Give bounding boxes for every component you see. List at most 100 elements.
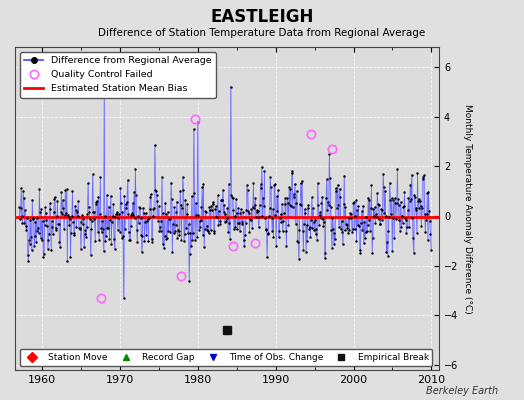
Point bbox=[102, 233, 111, 239]
Point bbox=[165, 216, 173, 222]
Point bbox=[100, 248, 108, 254]
Point bbox=[234, 205, 243, 212]
Point bbox=[129, 212, 138, 218]
Point bbox=[411, 194, 419, 200]
Point bbox=[197, 204, 205, 210]
Point bbox=[277, 219, 286, 225]
Point bbox=[67, 230, 75, 236]
Point bbox=[33, 227, 41, 234]
Point bbox=[294, 239, 302, 246]
Point bbox=[347, 215, 355, 221]
Point bbox=[421, 229, 430, 235]
Point bbox=[282, 243, 291, 250]
Point bbox=[346, 210, 354, 216]
Point bbox=[410, 192, 419, 199]
Point bbox=[86, 216, 94, 222]
Point bbox=[398, 212, 406, 219]
Point bbox=[177, 202, 185, 208]
Point bbox=[111, 214, 119, 220]
Point bbox=[267, 214, 276, 221]
Point bbox=[17, 185, 25, 192]
Point bbox=[124, 211, 133, 218]
Point bbox=[368, 235, 377, 241]
Point bbox=[87, 226, 95, 232]
Point bbox=[55, 238, 63, 245]
Point bbox=[194, 212, 202, 218]
Point bbox=[79, 221, 88, 227]
Point bbox=[261, 215, 269, 221]
Point bbox=[338, 228, 346, 235]
Point bbox=[280, 201, 289, 207]
Point bbox=[332, 188, 341, 194]
Point bbox=[302, 222, 311, 228]
Point bbox=[330, 230, 339, 236]
Point bbox=[244, 208, 253, 214]
Point bbox=[35, 230, 43, 236]
Point bbox=[220, 209, 228, 215]
Point bbox=[144, 238, 152, 244]
Point bbox=[110, 236, 118, 242]
Point bbox=[424, 188, 433, 195]
Point bbox=[64, 212, 72, 218]
Point bbox=[333, 181, 342, 188]
Point bbox=[417, 223, 425, 230]
Text: EASTLEIGH: EASTLEIGH bbox=[210, 8, 314, 26]
Point bbox=[135, 204, 144, 210]
Point bbox=[94, 194, 103, 200]
Point bbox=[395, 202, 403, 208]
Point bbox=[142, 231, 150, 238]
Point bbox=[66, 254, 74, 260]
Point bbox=[100, 76, 108, 82]
Point bbox=[233, 226, 242, 232]
Point bbox=[262, 226, 270, 232]
Point bbox=[93, 229, 102, 235]
Point bbox=[176, 188, 184, 194]
Point bbox=[259, 195, 267, 201]
Point bbox=[317, 200, 325, 206]
Point bbox=[371, 220, 379, 226]
Point bbox=[185, 278, 193, 284]
Point bbox=[269, 206, 277, 212]
Point bbox=[224, 181, 233, 187]
Point bbox=[184, 230, 192, 236]
Point bbox=[96, 174, 104, 181]
Point bbox=[136, 215, 145, 221]
Point bbox=[309, 204, 317, 211]
Point bbox=[133, 239, 141, 245]
Point bbox=[150, 142, 159, 148]
Point bbox=[269, 234, 278, 240]
Point bbox=[141, 210, 150, 216]
Point bbox=[258, 164, 266, 170]
Point bbox=[16, 204, 25, 211]
Point bbox=[60, 212, 69, 218]
Point bbox=[362, 229, 370, 235]
Point bbox=[125, 229, 133, 236]
Point bbox=[173, 234, 182, 241]
Point bbox=[344, 214, 353, 221]
Point bbox=[395, 217, 403, 223]
Point bbox=[49, 209, 58, 215]
Point bbox=[265, 212, 273, 219]
Point bbox=[209, 199, 217, 206]
Point bbox=[70, 232, 78, 239]
Point bbox=[322, 176, 331, 182]
Point bbox=[75, 225, 84, 231]
Point bbox=[343, 222, 351, 228]
Point bbox=[272, 243, 280, 249]
Point bbox=[253, 207, 261, 214]
Point bbox=[318, 194, 326, 200]
Point bbox=[108, 212, 117, 219]
Point bbox=[311, 231, 320, 238]
Point bbox=[156, 224, 164, 230]
Point bbox=[140, 238, 149, 244]
Point bbox=[393, 165, 401, 172]
Point bbox=[177, 236, 185, 243]
Point bbox=[384, 227, 392, 234]
Point bbox=[88, 218, 96, 224]
Point bbox=[260, 168, 269, 174]
Point bbox=[193, 118, 202, 125]
Point bbox=[183, 200, 191, 207]
Point bbox=[90, 215, 99, 222]
Point bbox=[252, 214, 260, 220]
Point bbox=[285, 184, 293, 191]
